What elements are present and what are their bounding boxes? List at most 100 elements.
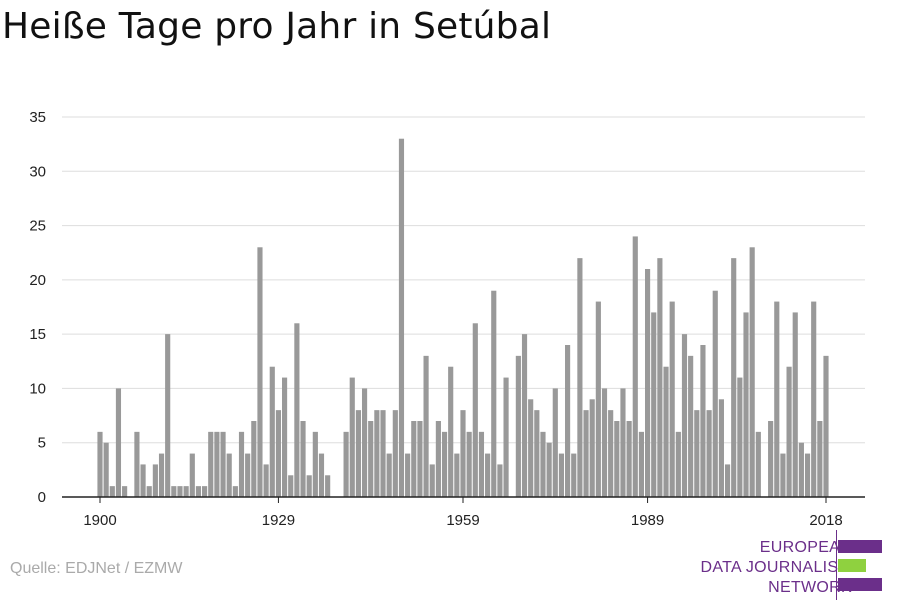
bar — [380, 410, 386, 497]
bar — [115, 388, 122, 497]
bar — [515, 355, 521, 497]
bar — [755, 431, 761, 497]
bar — [589, 399, 595, 497]
bar — [688, 355, 694, 497]
bar — [694, 410, 700, 497]
bar — [743, 312, 749, 497]
bar — [374, 410, 380, 497]
x-tick-label: 1989 — [631, 512, 664, 529]
bar — [417, 421, 423, 497]
bar — [275, 410, 281, 497]
bar — [804, 453, 811, 497]
bar — [158, 453, 165, 497]
bar — [398, 138, 405, 497]
y-tick-label: 35 — [29, 109, 46, 126]
bar — [152, 464, 158, 497]
bar — [460, 410, 466, 497]
bar — [571, 453, 577, 497]
bar — [109, 486, 115, 497]
chart-title: Heiße Tage pro Jahr in Setúbal — [2, 6, 552, 47]
bar — [134, 431, 140, 497]
bar — [620, 388, 626, 497]
bar — [405, 453, 411, 497]
bar — [411, 421, 417, 497]
y-tick-label: 30 — [29, 163, 46, 180]
bar — [171, 486, 177, 497]
bar — [146, 486, 152, 497]
bar — [823, 355, 829, 497]
bar — [786, 366, 792, 497]
y-tick-label: 15 — [29, 326, 46, 343]
bar — [189, 453, 195, 497]
bar — [700, 345, 706, 497]
bar — [251, 421, 257, 497]
bar — [208, 431, 214, 497]
bar — [183, 486, 189, 497]
bar — [122, 486, 128, 497]
y-tick-label: 25 — [29, 218, 46, 235]
bar — [632, 236, 638, 497]
bar — [657, 258, 663, 497]
bar — [466, 431, 472, 497]
bar — [429, 464, 435, 497]
logo-bar-purple-bottom — [838, 578, 882, 591]
logo-bar-green — [838, 559, 866, 572]
bar — [491, 290, 497, 497]
bar — [497, 464, 503, 497]
bar — [226, 453, 232, 497]
bar — [349, 377, 355, 497]
bar — [312, 431, 318, 497]
x-tick-label: 1900 — [83, 512, 116, 529]
y-tick-label: 10 — [29, 380, 46, 397]
bar — [386, 453, 392, 497]
bar — [546, 442, 552, 497]
bar — [503, 377, 509, 497]
bar — [712, 290, 718, 497]
x-tick-label: 1929 — [262, 512, 295, 529]
bar — [768, 421, 774, 497]
bar — [325, 475, 331, 497]
bar — [220, 431, 226, 497]
logo-bar-purple-top — [838, 540, 882, 553]
bar — [343, 431, 349, 497]
bar — [731, 258, 737, 497]
bar — [663, 366, 669, 497]
bar — [257, 247, 263, 497]
bar — [583, 410, 589, 497]
bar — [638, 431, 644, 497]
bar — [565, 345, 571, 497]
bar — [140, 464, 146, 497]
x-tick-label: 2018 — [809, 512, 842, 529]
bar — [361, 388, 368, 497]
bar — [441, 431, 448, 497]
bar — [177, 486, 183, 497]
bar — [294, 323, 300, 497]
bar — [614, 421, 620, 497]
bar — [737, 377, 743, 497]
bar — [675, 431, 681, 497]
bar — [706, 410, 712, 497]
bar — [300, 421, 306, 497]
bar — [472, 323, 478, 497]
y-tick-label: 0 — [38, 489, 46, 506]
bar — [245, 453, 251, 497]
bar — [774, 301, 780, 497]
bar — [528, 399, 534, 497]
bar — [263, 464, 269, 497]
bar — [454, 453, 460, 497]
bar — [552, 388, 558, 497]
logo-divider — [836, 530, 837, 600]
bar — [423, 355, 429, 497]
bar — [521, 334, 528, 497]
bar — [811, 301, 817, 497]
bar — [238, 431, 245, 497]
bar — [558, 453, 565, 497]
bar — [435, 421, 441, 497]
bar — [577, 258, 583, 497]
bar — [282, 377, 288, 497]
y-tick-label: 20 — [29, 272, 46, 289]
logo-text: EUROPEAN DATA JOURNALISM NETWORK — [701, 538, 852, 598]
bar — [749, 247, 755, 497]
bar — [534, 410, 540, 497]
